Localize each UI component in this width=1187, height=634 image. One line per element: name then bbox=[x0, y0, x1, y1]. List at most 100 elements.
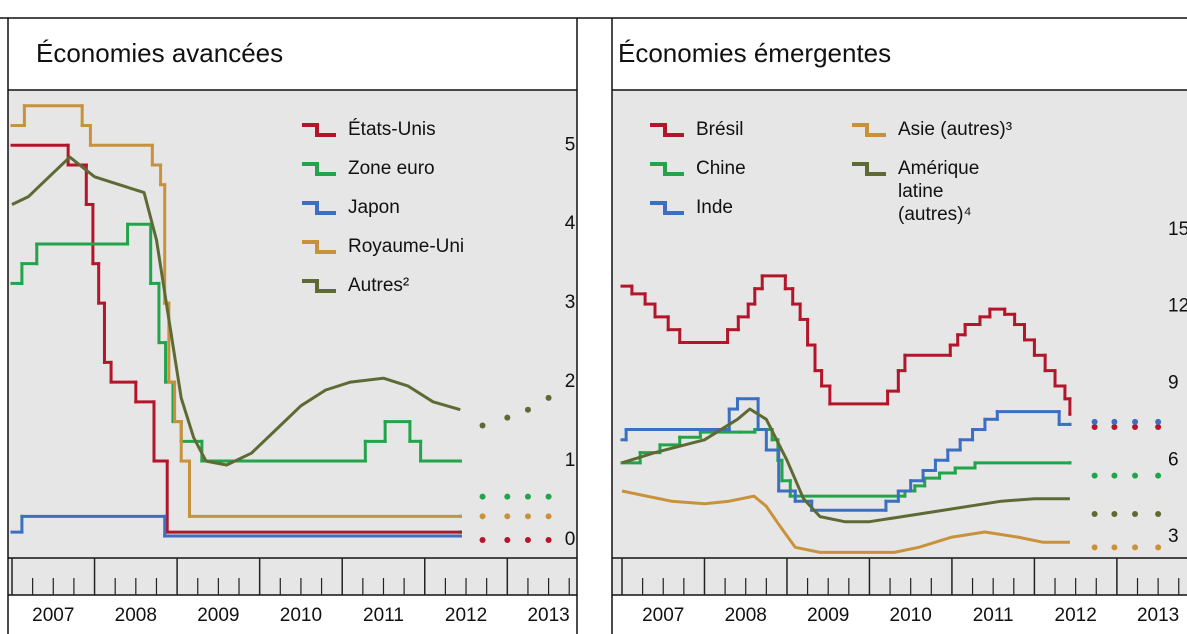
legend-item: Chine bbox=[648, 157, 746, 180]
legend-item: Amérique latine (autres)⁴ bbox=[850, 157, 1020, 226]
projection-dot bbox=[1111, 472, 1118, 479]
projection-dot bbox=[504, 493, 511, 500]
panel-title: Économies avancées bbox=[36, 38, 283, 68]
legend-swatch bbox=[302, 201, 336, 215]
projection-dot bbox=[1091, 423, 1098, 430]
series bbox=[10, 143, 552, 543]
legend-item: États-Unis bbox=[300, 118, 436, 141]
x-tick-label: 2012 bbox=[1055, 605, 1097, 626]
x-tick-label: 2013 bbox=[1137, 605, 1179, 626]
projection-dot bbox=[1111, 511, 1118, 518]
projection-dot bbox=[479, 493, 486, 500]
projection-dot bbox=[1091, 418, 1098, 425]
y-tick-label: 0 bbox=[565, 529, 576, 550]
x-tick-label: 2008 bbox=[725, 605, 767, 626]
y-tick-label: 15 bbox=[1168, 219, 1187, 240]
legend-swatch bbox=[650, 201, 684, 215]
y-tick-label: 3 bbox=[565, 292, 576, 313]
series bbox=[620, 274, 1162, 430]
series bbox=[11, 155, 552, 467]
y-tick-label: 3 bbox=[1168, 526, 1179, 547]
series bbox=[10, 514, 462, 538]
x-tick-label: 2011 bbox=[363, 605, 404, 626]
x-tick-label: 2007 bbox=[32, 605, 74, 626]
plot-background bbox=[8, 90, 577, 595]
projection-dot bbox=[1155, 418, 1162, 425]
legend-item: Brésil bbox=[648, 118, 744, 141]
legend-swatch bbox=[302, 123, 336, 137]
projection-dot bbox=[1132, 423, 1139, 430]
legend-swatch bbox=[302, 162, 336, 176]
y-tick-label: 12 bbox=[1168, 296, 1187, 317]
projection-dot bbox=[524, 513, 531, 520]
projection-dot bbox=[545, 493, 552, 500]
legend-item: Royaume-Uni bbox=[300, 235, 464, 258]
legend-label: Chine bbox=[696, 158, 746, 179]
projection-dot bbox=[479, 422, 486, 429]
projection-dot bbox=[545, 394, 552, 401]
legend-swatch bbox=[650, 162, 684, 176]
legend-icon bbox=[852, 162, 886, 176]
y-tick-label: 5 bbox=[565, 134, 576, 155]
x-tick-label: 2012 bbox=[445, 605, 487, 626]
projection-dot bbox=[1111, 418, 1118, 425]
legend-icon bbox=[650, 123, 684, 137]
projection-dot bbox=[479, 537, 486, 543]
legend-label: Inde bbox=[696, 197, 733, 218]
y-tick-label: 4 bbox=[565, 213, 576, 234]
series bbox=[620, 397, 1162, 512]
x-tick-label: 2009 bbox=[807, 605, 849, 626]
projection-dot bbox=[1155, 423, 1162, 430]
projection-dot bbox=[1155, 472, 1162, 479]
legend-icon bbox=[852, 123, 886, 137]
line bbox=[621, 407, 1070, 524]
projection-dot bbox=[1111, 423, 1118, 430]
projection-dot bbox=[1155, 544, 1162, 551]
projection-dot bbox=[1091, 511, 1098, 518]
legend-label: Amérique latine (autres)⁴ bbox=[898, 158, 980, 225]
x-tick-label: 2009 bbox=[197, 605, 239, 626]
line bbox=[11, 155, 461, 467]
projection-dot bbox=[1132, 544, 1139, 551]
panel-title: Économies émergentes bbox=[618, 38, 891, 68]
legend-label: États-Unis bbox=[348, 119, 436, 140]
y-tick-label: 9 bbox=[1168, 372, 1179, 393]
projection-dot bbox=[1091, 472, 1098, 479]
legend-label: Autres² bbox=[348, 275, 410, 296]
series bbox=[621, 407, 1162, 524]
y-tick-label: 2 bbox=[565, 371, 576, 392]
legend-label: Zone euro bbox=[348, 158, 435, 179]
legend-icon bbox=[302, 162, 336, 176]
projection-dot bbox=[479, 513, 486, 520]
projection-dot bbox=[1155, 511, 1162, 518]
x-tick-label: 2008 bbox=[115, 605, 157, 626]
projection-dot bbox=[504, 537, 511, 543]
projection-dot bbox=[1132, 511, 1139, 518]
legend-icon bbox=[302, 279, 336, 293]
legend-swatch bbox=[650, 123, 684, 137]
projection-dot bbox=[545, 537, 552, 543]
line bbox=[621, 489, 1070, 554]
projection-dot bbox=[524, 493, 531, 500]
projection-dot bbox=[504, 513, 511, 520]
legend-label: Brésil bbox=[696, 119, 744, 140]
projection-dot bbox=[1132, 418, 1139, 425]
y-tick-label: 1 bbox=[565, 450, 576, 471]
legend-item: Asie (autres)³ bbox=[850, 118, 1012, 141]
legend-swatch bbox=[302, 240, 336, 254]
legend-swatch bbox=[852, 123, 886, 137]
legend-item: Inde bbox=[648, 196, 733, 219]
x-tick-label: 2010 bbox=[280, 605, 322, 626]
frame bbox=[0, 17, 1187, 634]
projection-dot bbox=[545, 513, 552, 520]
projection-dot bbox=[1132, 472, 1139, 479]
series bbox=[10, 222, 552, 500]
legend-icon bbox=[302, 123, 336, 137]
legend-icon bbox=[650, 201, 684, 215]
legend-item: Zone euro bbox=[300, 157, 435, 180]
projection-dot bbox=[1091, 544, 1098, 551]
y-tick-label: 6 bbox=[1168, 449, 1179, 470]
legend-icon bbox=[650, 162, 684, 176]
